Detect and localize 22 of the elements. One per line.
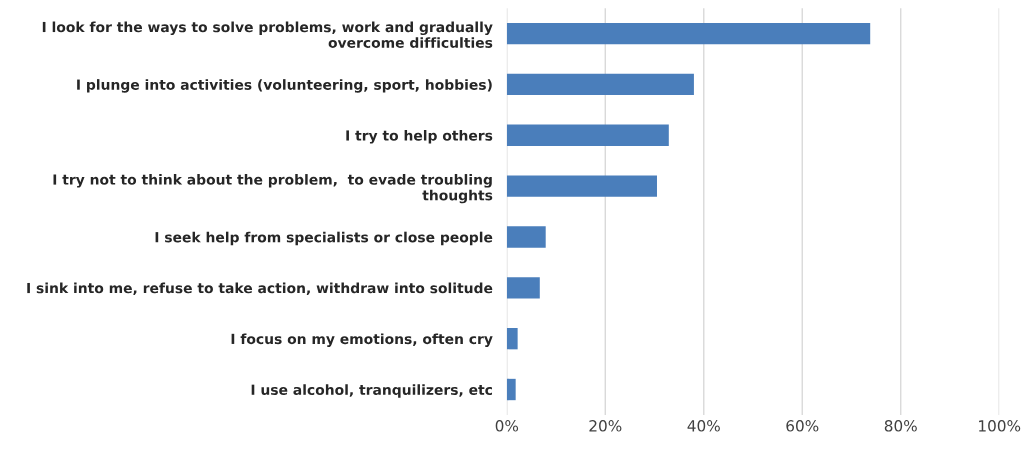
x-tick-label: 60% [786,420,819,432]
bar [506,175,657,197]
bar [506,124,669,146]
x-tick-label: 0% [495,420,519,432]
x-tick-label: 40% [687,420,720,432]
y-tick-label: I focus on my emotions, often cry [231,333,493,347]
x-tick-label: 100% [979,420,1021,432]
y-tick-label: I try not to think about the problem, to evade troubling thoughts [53,174,493,204]
bar [506,226,546,248]
y-tick-label: I sink into me, refuse to take action, withdraw into solitude [27,282,493,296]
bar [506,378,516,401]
x-tick-label: 80% [884,420,917,432]
y-tick-label: I look for the ways to solve problems, work and gradually overcome difficulties [42,21,493,48]
y-tick-label: I use alcohol, tranquilizers, etc [251,384,492,398]
y-tick-label: I plunge into activities (volunteering, sport, hobbies) [77,79,492,93]
bar [506,73,694,96]
bar [506,22,871,45]
x-tick-label: 20% [589,420,622,432]
y-tick-label: I try to help others [346,129,493,144]
bar [506,277,540,299]
y-tick-label: I seek help from specialists or close people [155,231,493,246]
bar [506,327,518,350]
